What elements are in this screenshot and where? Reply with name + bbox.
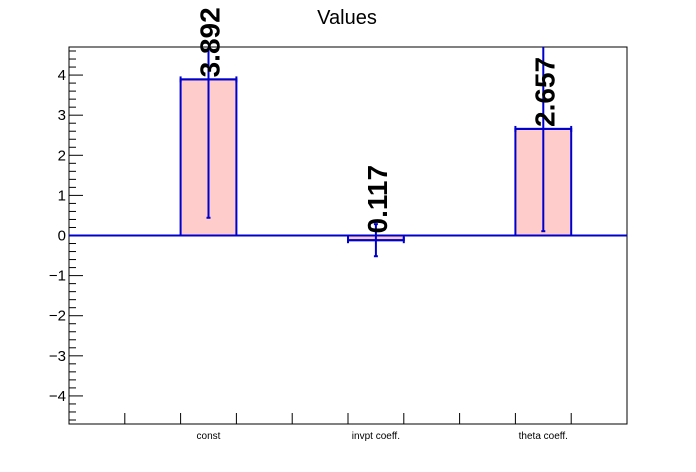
y-tick-label: −4 xyxy=(49,388,66,405)
data-labels: 3.892 0.117 2.657 xyxy=(195,7,561,233)
error-bars xyxy=(179,47,573,258)
x-tick-label: const xyxy=(197,431,221,442)
x-tick-label: invpt coeff. xyxy=(352,431,400,442)
data-label: 3.892 xyxy=(195,7,226,77)
x-tick-label: theta coeff. xyxy=(519,431,568,442)
y-axis: −4 −3 −2 −1 0 1 2 3 4 xyxy=(49,50,83,421)
y-tick-label: 0 xyxy=(58,228,66,245)
x-axis: const invpt coeff. theta coeff. xyxy=(124,413,572,442)
chart-title: Values xyxy=(317,7,377,29)
y-tick-label: 4 xyxy=(58,67,66,84)
y-tick-label: 2 xyxy=(58,147,66,164)
y-tick-label: 3 xyxy=(58,107,66,124)
y-tick-label: −1 xyxy=(49,268,66,285)
data-label: 0.117 xyxy=(362,165,393,234)
data-label: 2.657 xyxy=(529,57,560,127)
y-tick-label: −3 xyxy=(49,348,66,365)
y-tick-label: −2 xyxy=(49,308,66,325)
y-tick-label: 1 xyxy=(58,187,66,204)
